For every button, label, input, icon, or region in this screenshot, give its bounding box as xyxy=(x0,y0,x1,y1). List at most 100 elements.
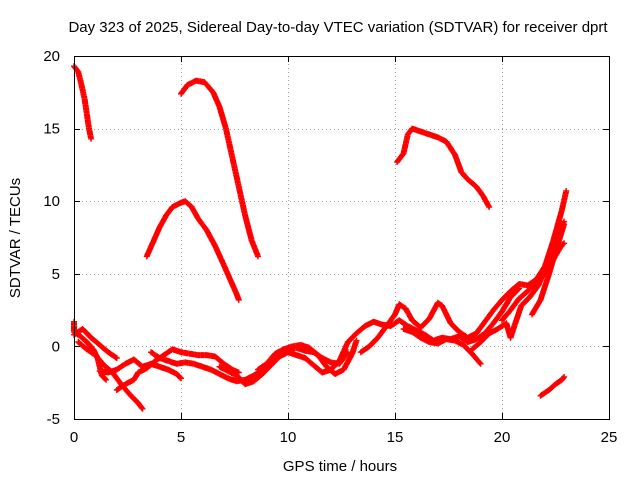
x-tick-label: 10 xyxy=(280,429,297,446)
data-point-run xyxy=(490,298,504,314)
x-tick-label: 5 xyxy=(177,429,185,446)
data-point-run xyxy=(77,333,89,345)
data-point-run xyxy=(182,198,194,209)
data-point-run xyxy=(366,335,380,350)
data-point xyxy=(88,135,95,142)
data-point-run xyxy=(533,271,547,286)
data-point-run xyxy=(524,277,538,289)
data-point-run xyxy=(195,215,209,233)
series-track-s xyxy=(529,221,568,318)
data-point-run xyxy=(409,328,423,340)
data-point-run xyxy=(143,358,158,372)
axis-ticks: 0 5 10 15 20 25 -5 0 5 10 15 20 xyxy=(43,48,617,446)
data-point-run xyxy=(481,308,496,325)
data-point-run xyxy=(306,344,320,358)
y-axis-label: SDTVAR / TECUs xyxy=(7,178,24,298)
data-point-run xyxy=(479,192,492,209)
data-point xyxy=(561,240,568,247)
data-point-run xyxy=(178,83,190,97)
data-point-run xyxy=(396,317,410,329)
data-point-run xyxy=(394,151,406,165)
data-point-run xyxy=(558,189,569,213)
data-point-run xyxy=(220,360,235,372)
data-point-run xyxy=(451,151,464,174)
data-point-run xyxy=(558,374,567,383)
data-points xyxy=(71,63,570,412)
data-point-run xyxy=(92,352,106,368)
y-tick-label: 20 xyxy=(43,48,60,65)
data-point-run xyxy=(227,276,240,296)
data-point-run xyxy=(79,326,94,340)
data-point-run xyxy=(222,125,235,160)
data-point-run xyxy=(537,272,552,303)
data-point-run xyxy=(511,304,524,328)
data-point-run xyxy=(374,324,389,341)
series-track-m xyxy=(255,337,360,377)
x-axis-label: GPS time / hours xyxy=(283,458,397,475)
data-point xyxy=(113,355,120,361)
data-point-run xyxy=(417,316,432,331)
data-point xyxy=(139,405,146,412)
x-tick-label: 25 xyxy=(601,429,618,446)
data-point-run xyxy=(526,283,541,300)
data-point-run xyxy=(105,349,119,361)
data-point-run xyxy=(558,241,566,248)
data-point-run xyxy=(554,222,567,248)
data-point-run xyxy=(490,309,505,327)
series-track-d xyxy=(394,125,493,210)
data-point-run xyxy=(469,350,483,366)
data-point-run xyxy=(473,319,487,337)
x-tick-label: 20 xyxy=(494,429,511,446)
data-point-run xyxy=(88,334,102,347)
data-point-run xyxy=(248,237,261,258)
y-tick-label: 5 xyxy=(52,266,60,283)
data-point-run xyxy=(150,225,162,245)
data-point-run xyxy=(426,301,441,322)
data-point-run xyxy=(529,298,543,318)
data-point-run xyxy=(473,183,485,198)
data-point-run xyxy=(499,308,513,324)
data-point xyxy=(486,204,493,210)
data-point-run xyxy=(400,132,411,157)
plot-frame xyxy=(74,56,610,420)
data-point-run xyxy=(499,289,513,303)
chart-title: Day 323 of 2025, Sidereal Day-to-day VTE… xyxy=(68,19,608,36)
data-point-run xyxy=(98,372,109,382)
data-point-run xyxy=(113,382,128,393)
series-track-b xyxy=(178,77,261,260)
data-point-run xyxy=(135,400,145,411)
data-point-run xyxy=(212,353,226,366)
data-point-run xyxy=(81,96,90,116)
data-point-run xyxy=(477,331,492,345)
series-track-c xyxy=(143,198,242,303)
data-point-run xyxy=(447,320,462,334)
data-point-run xyxy=(203,227,218,248)
data-point xyxy=(561,221,568,228)
data-point-run xyxy=(507,286,522,300)
data-point-run xyxy=(458,169,470,182)
data-point-run xyxy=(216,103,229,131)
data-point-run xyxy=(507,296,522,314)
data-point-run xyxy=(86,125,94,141)
data-point-run xyxy=(464,176,479,189)
data-point-run xyxy=(235,183,248,218)
data-point xyxy=(353,337,360,344)
data-point-run xyxy=(210,89,222,109)
data-point-run xyxy=(353,324,367,337)
data-point xyxy=(561,373,568,380)
series-track-g xyxy=(71,326,120,361)
y-tick-label: -5 xyxy=(47,411,60,428)
data-point-run xyxy=(148,349,162,361)
data-point-run xyxy=(78,82,88,102)
data-point xyxy=(477,360,484,367)
data-point-run xyxy=(524,280,539,295)
data-point-run xyxy=(439,302,453,325)
data-point-run xyxy=(75,339,89,352)
series-track-e xyxy=(537,373,568,399)
data-point-run xyxy=(518,295,532,309)
data-point-run xyxy=(537,387,551,399)
data-point-run xyxy=(507,322,518,341)
series-track-h xyxy=(75,339,146,412)
data-point-run xyxy=(383,312,398,330)
